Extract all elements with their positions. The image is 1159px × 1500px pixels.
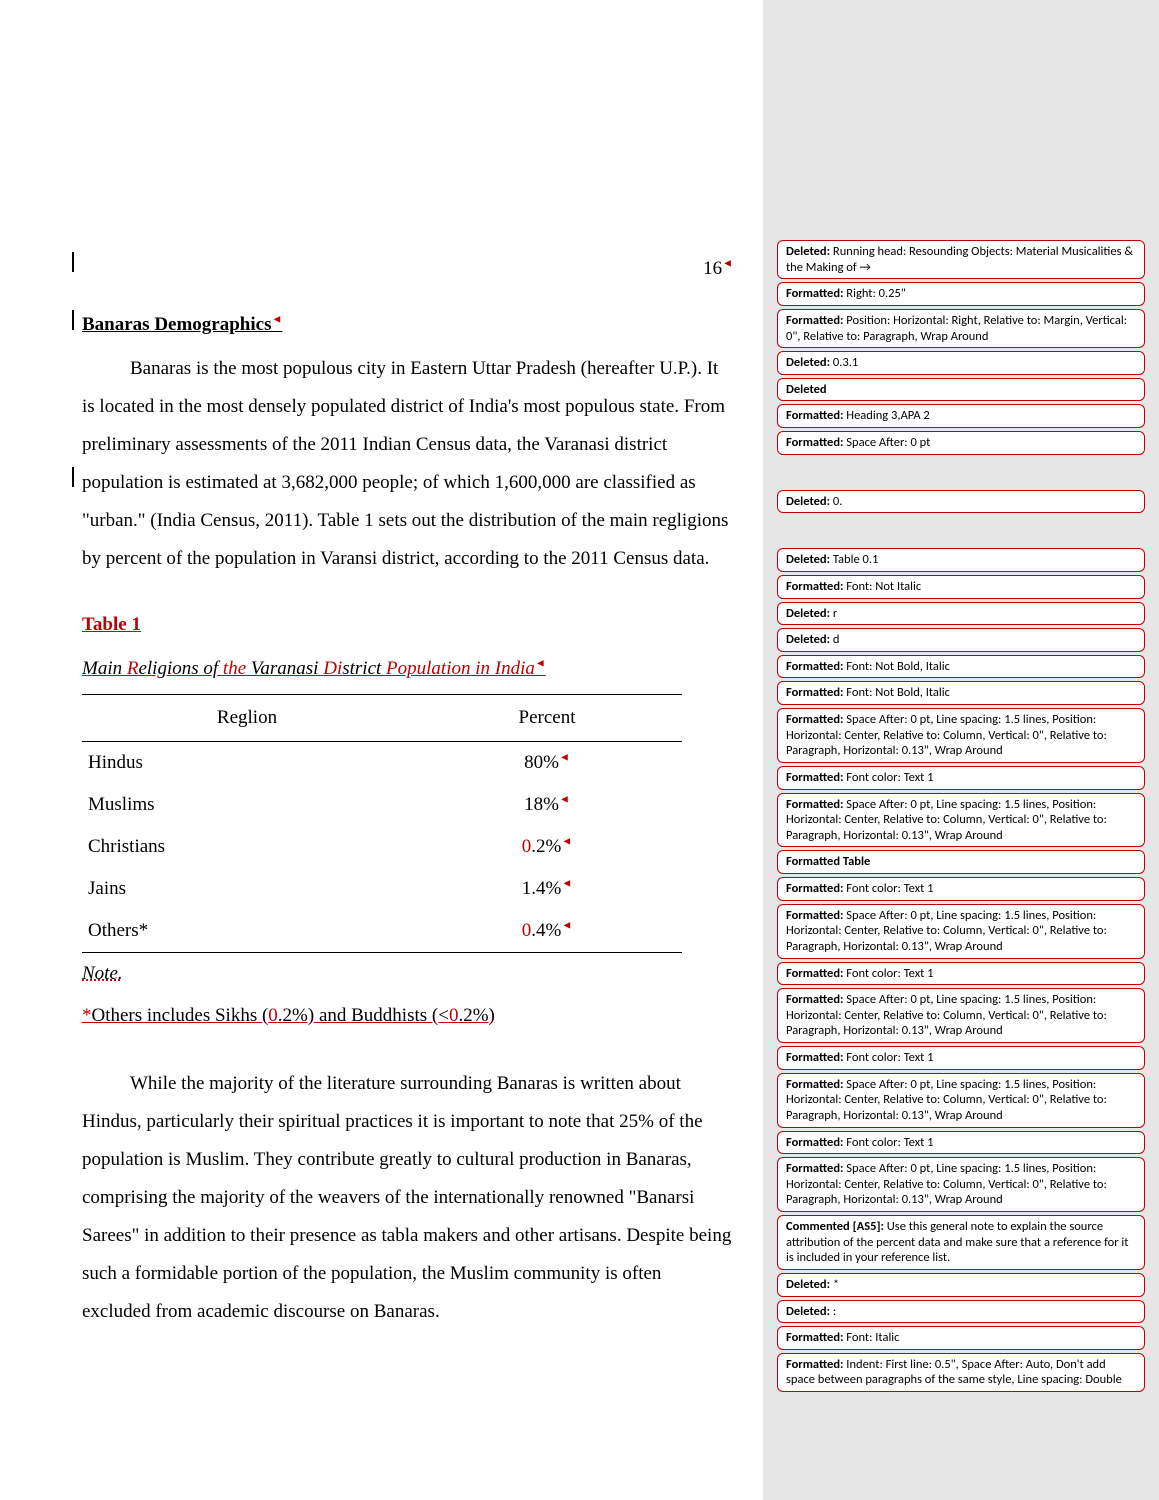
markup-balloon[interactable]: Formatted Table xyxy=(777,850,1145,874)
markup-balloon[interactable]: Deleted xyxy=(777,378,1145,402)
religion-table: Reglion Percent Hindus 80%◄ Muslims 18%◄… xyxy=(82,694,682,953)
table-label: Table 1 xyxy=(82,606,733,644)
markup-balloon[interactable]: Formatted: Font color: Text 1 xyxy=(777,877,1145,901)
table-row: Muslims 18%◄ xyxy=(82,784,682,826)
markup-balloon[interactable]: Formatted: Space After: 0 pt, Line spaci… xyxy=(777,1157,1145,1212)
markup-balloon[interactable]: Formatted: Position: Horizontal: Right, … xyxy=(777,309,1145,348)
markup-balloon[interactable]: Deleted: Table 0.1 xyxy=(777,548,1145,572)
table-row: Hindus 80%◄ xyxy=(82,742,682,785)
markup-balloon[interactable]: Formatted: Font color: Text 1 xyxy=(777,1131,1145,1155)
markup-balloon[interactable]: Deleted: : xyxy=(777,1300,1145,1324)
markup-balloon[interactable]: Deleted: * xyxy=(777,1273,1145,1297)
markup-balloon[interactable]: Deleted: Running head: Resounding Object… xyxy=(777,240,1145,279)
markup-balloon[interactable]: Deleted: 0.3.1 xyxy=(777,351,1145,375)
paragraph-2: While the majority of the literature sur… xyxy=(82,1065,733,1331)
table-row: Others* 0.4%◄ xyxy=(82,910,682,953)
markup-balloon[interactable]: Formatted: Space After: 0 pt xyxy=(777,431,1145,455)
table-note-text: *Others includes Sikhs (0.2%) and Buddhi… xyxy=(82,997,733,1035)
markup-balloon[interactable]: Formatted: Font color: Text 1 xyxy=(777,1046,1145,1070)
markup-balloon[interactable]: Deleted: d xyxy=(777,628,1145,652)
markup-balloon[interactable]: Formatted: Font: Not Bold, Italic xyxy=(777,681,1145,705)
table-note-label: Note. xyxy=(82,955,733,993)
markup-balloon[interactable]: Formatted: Font: Not Italic xyxy=(777,575,1145,599)
markup-balloon[interactable]: Formatted: Space After: 0 pt, Line spaci… xyxy=(777,988,1145,1043)
markup-balloon[interactable]: Formatted: Indent: First line: 0.5", Spa… xyxy=(777,1353,1145,1392)
heading-banaras-demographics: Banaras Demographics◄ xyxy=(82,306,733,344)
markup-balloon[interactable]: Commented [AS5]: Use this general note t… xyxy=(777,1215,1145,1270)
document-body: 16◄ Banaras Demographics◄ Banaras is the… xyxy=(0,0,763,1500)
table-caption: Main Religions of the Varanasi District … xyxy=(82,650,733,688)
page-number-val: 16 xyxy=(703,258,722,279)
markup-balloon[interactable]: Formatted: Space After: 0 pt, Line spaci… xyxy=(777,793,1145,848)
table-label-text: Table 1 xyxy=(82,614,141,635)
markup-balloon[interactable]: Formatted: Heading 3,APA 2 xyxy=(777,404,1145,428)
markup-balloon[interactable]: Deleted: 0. xyxy=(777,490,1145,514)
paragraph-2-text: While the majority of the literature sur… xyxy=(82,1073,731,1322)
page-number: 16◄ xyxy=(82,250,733,288)
markup-balloon[interactable]: Formatted: Space After: 0 pt, Line spaci… xyxy=(777,708,1145,763)
markup-balloon[interactable]: Formatted: Font: Italic xyxy=(777,1326,1145,1350)
col-religion: Reglion xyxy=(82,695,412,742)
table-header-row: Reglion Percent xyxy=(82,695,682,742)
markup-balloon[interactable]: Deleted: r xyxy=(777,602,1145,626)
col-percent: Percent xyxy=(412,695,682,742)
markup-balloon[interactable]: Formatted: Font: Not Bold, Italic xyxy=(777,655,1145,679)
markup-panel: Deleted: Running head: Resounding Object… xyxy=(763,0,1159,1500)
heading-text: Banaras Demographics xyxy=(82,314,271,335)
markup-balloon[interactable]: Formatted: Space After: 0 pt, Line spaci… xyxy=(777,904,1145,959)
table-row: Jains 1.4%◄ xyxy=(82,868,682,910)
markup-balloon[interactable]: Formatted: Font color: Text 1 xyxy=(777,766,1145,790)
table-row: Christians 0.2%◄ xyxy=(82,826,682,868)
markup-balloon[interactable]: Formatted: Right: 0.25" xyxy=(777,282,1145,306)
markup-balloon[interactable]: Formatted: Font color: Text 1 xyxy=(777,962,1145,986)
paragraph-1-text: Banaras is the most populous city in Eas… xyxy=(82,358,728,569)
paragraph-1: Banaras is the most populous city in Eas… xyxy=(82,350,733,578)
markup-balloon[interactable]: Formatted: Space After: 0 pt, Line spaci… xyxy=(777,1073,1145,1128)
